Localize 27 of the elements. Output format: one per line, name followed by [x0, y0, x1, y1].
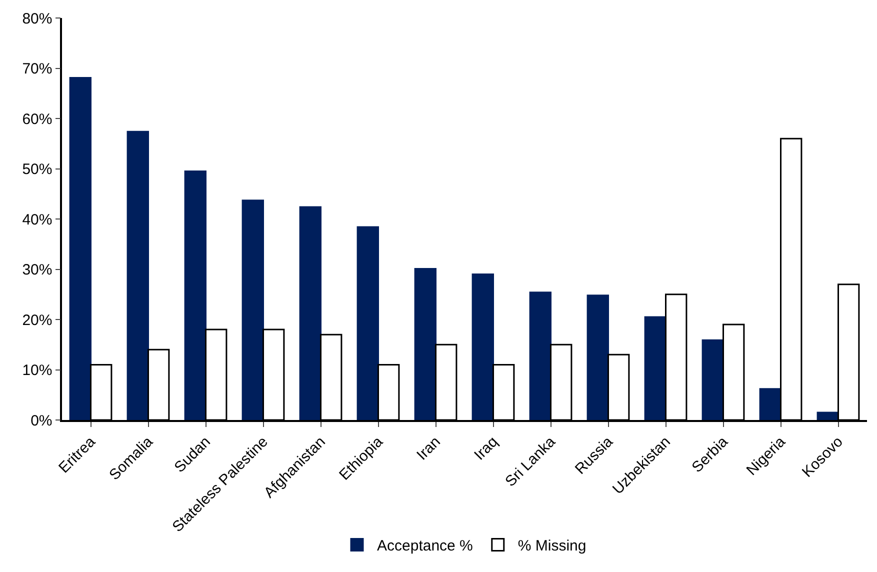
bar: [586, 294, 609, 420]
bar: [184, 170, 206, 420]
y-tick-label: 20%: [22, 312, 52, 329]
x-tick-label: Iran: [414, 433, 444, 464]
y-tick-label: 0%: [30, 412, 52, 430]
y-tick-label: 70%: [22, 60, 52, 78]
bar: [529, 292, 552, 420]
bar: [644, 316, 666, 420]
y-tick-label: 40%: [22, 211, 52, 228]
y-tick-label: 60%: [22, 110, 52, 128]
bar: [816, 412, 839, 420]
legend-label: Acceptance %: [377, 538, 473, 555]
bar: [759, 388, 782, 420]
bar: [472, 274, 494, 420]
bar: [414, 268, 436, 420]
bar: [242, 200, 264, 420]
bar: [299, 206, 322, 420]
y-tick-label: 50%: [22, 161, 52, 178]
bar: [702, 339, 724, 420]
bar: [126, 130, 149, 420]
y-tick-label: 10%: [22, 362, 52, 379]
bar: [356, 226, 379, 420]
x-tick-label: Iraq: [471, 433, 502, 464]
legend-label: % Missing: [518, 538, 586, 555]
y-tick-label: 80%: [22, 10, 52, 28]
y-tick-label: 30%: [22, 262, 52, 278]
bar: [69, 77, 92, 420]
